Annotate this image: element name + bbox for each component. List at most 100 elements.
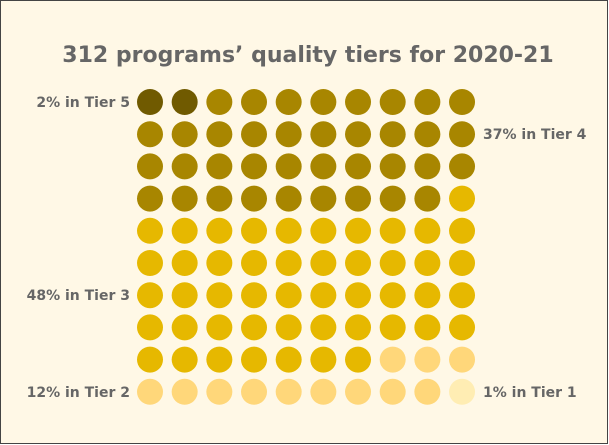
waffle-dot (379, 185, 406, 212)
waffle-dot (171, 217, 198, 244)
waffle-dot (137, 153, 163, 180)
waffle-dot (241, 314, 268, 341)
waffle-dot (345, 217, 372, 244)
waffle-dot (414, 217, 441, 244)
waffle-dot (345, 346, 372, 373)
waffle-dot (275, 250, 302, 276)
tier-label: 12% in Tier 2 (27, 385, 130, 401)
waffle-dot (414, 250, 441, 276)
waffle-dot (275, 217, 302, 244)
waffle-dot (206, 282, 233, 309)
tier-label: 37% in Tier 4 (483, 127, 587, 143)
waffle-dot (449, 217, 476, 244)
waffle-dot (137, 378, 163, 405)
waffle-dot (206, 121, 233, 148)
waffle-dot (379, 89, 406, 115)
waffle-dot (345, 282, 372, 309)
waffle-dot (171, 89, 198, 115)
waffle-dot (275, 121, 302, 148)
waffle-dot (414, 185, 441, 212)
waffle-dot (379, 153, 406, 180)
waffle-dot (379, 346, 406, 373)
waffle-dot (171, 346, 198, 373)
waffle-dot (310, 250, 337, 276)
waffle-dot (206, 153, 233, 180)
waffle-dot (275, 346, 302, 373)
waffle-dot (206, 346, 233, 373)
waffle-dot (414, 378, 441, 405)
waffle-dot (310, 121, 337, 148)
waffle-dot (171, 250, 198, 276)
waffle-dot (310, 378, 337, 405)
waffle-dot (449, 185, 476, 212)
waffle-dot (275, 153, 302, 180)
waffle-dot (206, 250, 233, 276)
waffle-dot (206, 185, 233, 212)
tier-label: 48% in Tier 3 (27, 288, 130, 304)
waffle-dot (171, 378, 198, 405)
waffle-dot (171, 282, 198, 309)
waffle-dot (414, 89, 441, 115)
waffle-dot (171, 314, 198, 341)
waffle-dot (206, 314, 233, 341)
waffle-dot (379, 282, 406, 309)
waffle-dot (379, 378, 406, 405)
waffle-dot (310, 346, 337, 373)
waffle-dot (310, 153, 337, 180)
waffle-dot (449, 378, 476, 405)
waffle-dot (241, 282, 268, 309)
waffle-dot (414, 314, 441, 341)
waffle-dot (241, 378, 268, 405)
waffle-dot (310, 314, 337, 341)
waffle-dot (345, 185, 372, 212)
waffle-dot (241, 153, 268, 180)
waffle-dot (206, 89, 233, 115)
waffle-dot (137, 314, 163, 341)
waffle-dot (414, 282, 441, 309)
waffle-dot (379, 250, 406, 276)
waffle-dot (241, 250, 268, 276)
waffle-dot (379, 121, 406, 148)
chart-title: 312 programs’ quality tiers for 2020-21 (62, 43, 553, 68)
tier-label: 1% in Tier 1 (483, 385, 577, 401)
waffle-dot (275, 89, 302, 115)
waffle-dot (206, 378, 233, 405)
waffle-dot (310, 282, 337, 309)
waffle-dot (449, 89, 476, 115)
waffle-dot (241, 185, 268, 212)
waffle-dot (241, 217, 268, 244)
waffle-dot (379, 217, 406, 244)
waffle-dot (171, 153, 198, 180)
waffle-dot (345, 378, 372, 405)
waffle-dot (275, 282, 302, 309)
tier-label: 2% in Tier 5 (36, 95, 130, 111)
waffle-dot (449, 250, 476, 276)
waffle-dot (449, 314, 476, 341)
waffle-dot (449, 153, 476, 180)
waffle-dot (137, 282, 163, 309)
waffle-dot (414, 153, 441, 180)
waffle-dot (449, 121, 476, 148)
waffle-dot (137, 185, 163, 212)
waffle-dot (310, 89, 337, 115)
waffle-dot (137, 346, 163, 373)
waffle-dot (171, 185, 198, 212)
waffle-dot (414, 121, 441, 148)
waffle-dot (275, 185, 302, 212)
waffle-dot (137, 121, 163, 148)
waffle-dot (206, 217, 233, 244)
waffle-dot (137, 89, 163, 115)
waffle-dot (137, 250, 163, 276)
waffle-dot (241, 121, 268, 148)
waffle-dot (345, 314, 372, 341)
waffle-dot (345, 121, 372, 148)
waffle-dot (137, 217, 163, 244)
waffle-dot (449, 282, 476, 309)
waffle-dot (241, 346, 268, 373)
waffle-dot (345, 250, 372, 276)
waffle-dot (310, 217, 337, 244)
waffle-dot (171, 121, 198, 148)
